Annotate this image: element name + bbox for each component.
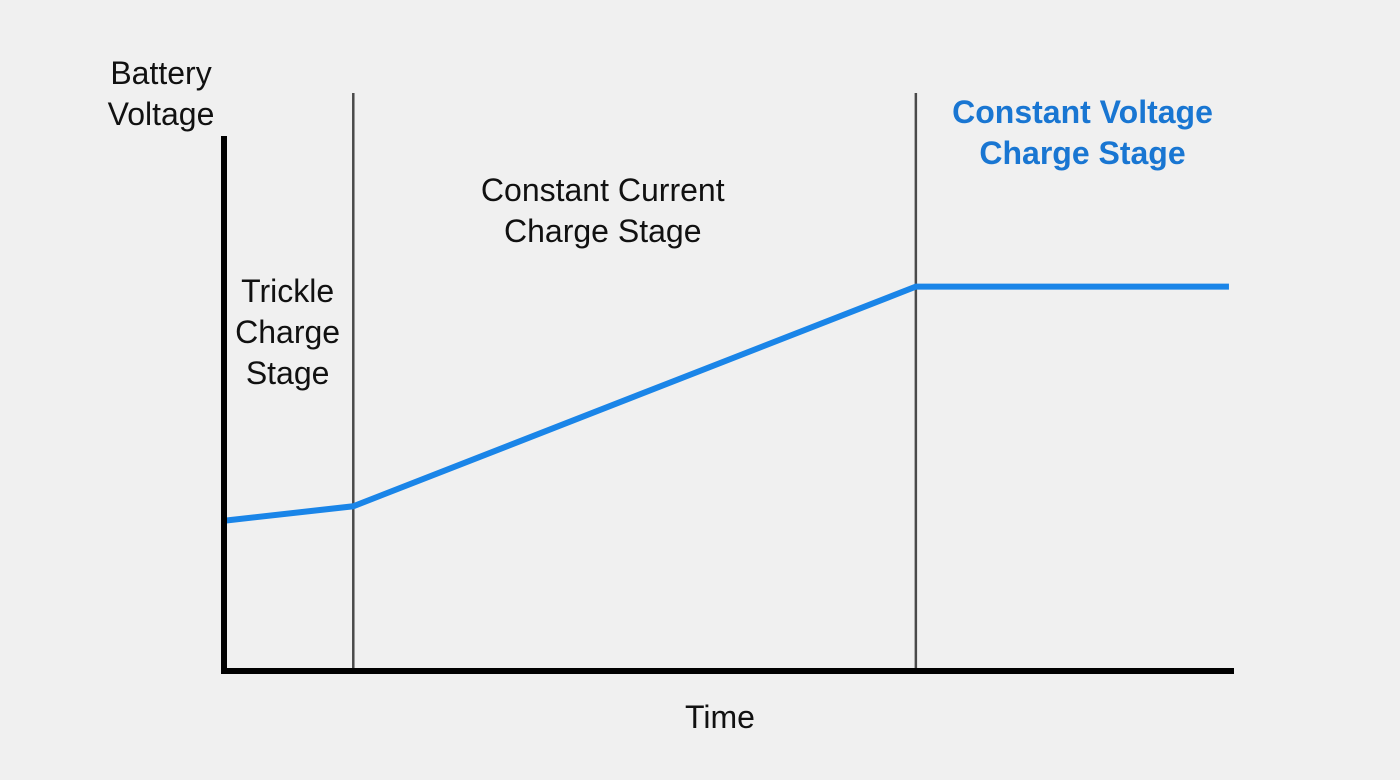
stage-label-1: Trickle Charge Stage <box>235 273 340 391</box>
stage-label-line: Constant Voltage <box>952 94 1213 130</box>
axes <box>221 136 1234 674</box>
stage-label-line: Trickle <box>241 273 334 309</box>
stage-label-line: Charge Stage <box>979 135 1185 171</box>
stage-label-line: Charge Stage <box>504 213 701 249</box>
stage-label-line: Constant Current <box>481 172 725 208</box>
stage-label-3: Constant Voltage Charge Stage <box>952 94 1213 171</box>
series-layer <box>223 283 1229 524</box>
stage-dividers <box>352 93 918 671</box>
y-axis-label-line: Battery <box>110 55 211 91</box>
stage-labels: Trickle Charge Stage Constant Current Charge… <box>235 94 1213 391</box>
stage-label-line: Charge <box>235 314 340 350</box>
y-axis-label: Battery Voltage <box>108 55 215 132</box>
series-line-1 <box>223 283 1229 524</box>
x-axis-label: Time <box>685 699 755 735</box>
stage-label-2: Constant Current Charge Stage <box>481 172 725 249</box>
y-axis-label-line: Voltage <box>108 96 215 132</box>
stage-label-line: Stage <box>246 355 330 391</box>
